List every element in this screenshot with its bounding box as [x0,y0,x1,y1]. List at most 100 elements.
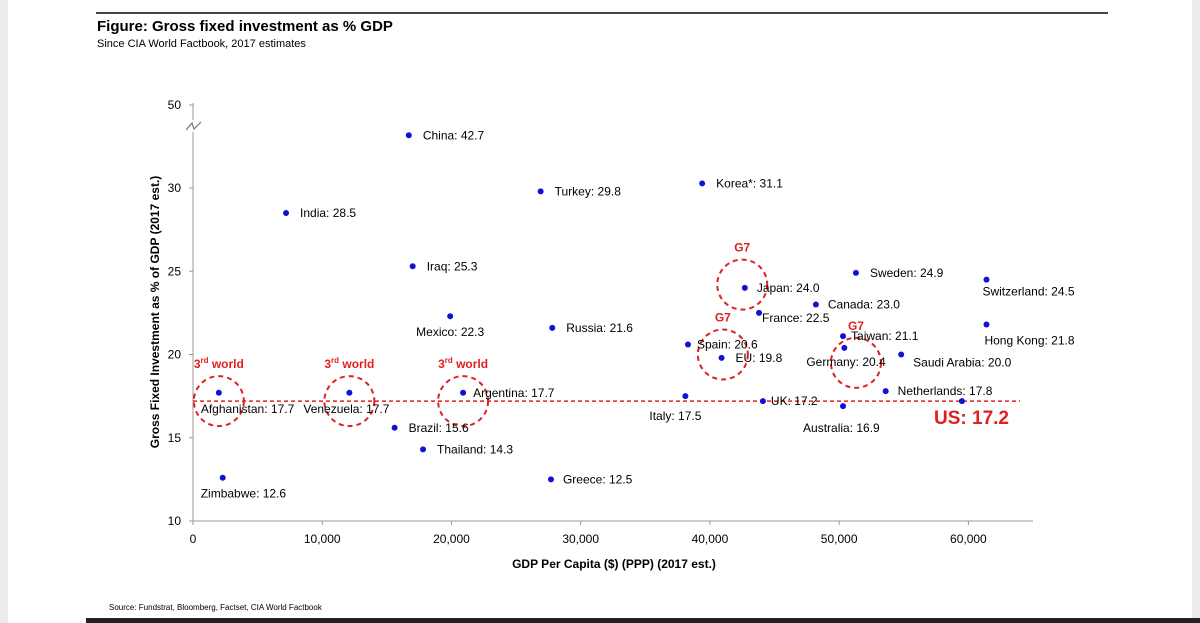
data-point-label: Australia: 16.9 [803,421,880,435]
group-circle [696,328,749,381]
data-point [537,188,544,195]
group-circle [716,258,769,311]
data-point-label: Mexico: 22.3 [416,325,484,339]
data-point [852,269,859,276]
data-point [840,403,847,410]
figure-subtitle: Since CIA World Factbook, 2017 estimates [97,38,306,50]
data-point-label: Saudi Arabia: 20.0 [913,356,1011,370]
data-point [391,424,398,431]
data-point-label: Venezuela: 17.7 [303,402,389,416]
group-title: 3rd world [324,356,374,371]
x-tick-label: 20,000 [433,532,470,546]
data-point [283,209,290,216]
data-point [219,474,226,481]
data-point [215,389,222,396]
data-point-label: Japan: 24.0 [757,281,820,295]
data-point [460,389,467,396]
data-point [983,276,990,283]
chart-axes: 0 10,000 20,000 30,000 40,000 50,000 60,000 10 1… [168,98,1033,546]
y-axis-label: Gross Fixed Investment as % of GDP (2017… [148,176,162,449]
group-title: G7 [848,319,864,333]
data-points: China: 42.7 Korea*: 31.1 Turkey: 29.8 India… [201,128,1075,500]
data-point-label: China: 42.7 [423,128,485,142]
group-title: 3rd world [194,356,244,371]
data-point-label: Hong Kong: 21.8 [984,334,1074,348]
data-point [841,344,848,351]
data-point-label: Korea*: 31.1 [716,176,783,190]
data-point-label: Switzerland: 24.5 [982,285,1074,299]
axis-break-mark [185,121,202,131]
data-point [840,333,847,340]
x-axis-label: GDP Per Capita ($) (PPP) (2017 est.) [512,557,716,571]
x-tick-label: 30,000 [562,532,599,546]
data-point [409,263,416,270]
x-tick-label: 60,000 [950,532,987,546]
data-point-label: Russia: 21.6 [566,321,633,335]
footer-rule [86,618,1200,623]
y-tick-label: 10 [168,514,182,528]
data-point [741,284,748,291]
data-point-label: Taiwan: 21.1 [851,329,919,343]
data-point-label: Italy: 17.5 [649,409,701,423]
us-reference-line: US: 17.2 [193,400,1020,429]
data-point-label: Spain: 20.6 [697,338,758,352]
data-point [812,301,819,308]
group-circle [192,375,245,428]
data-point-label: Argentina: 17.7 [473,386,555,400]
group-annotations: G7 G7 G7 3rd world 3rd world 3rd world [192,241,882,428]
x-tick-label: 40,000 [692,532,729,546]
x-tick-label: 10,000 [304,532,341,546]
figure-source: Source: Fundstrat, Bloomberg, Factset, C… [109,603,322,612]
data-point-label: Afghanistan: 17.7 [201,402,295,416]
y-tick-label: 15 [168,431,182,445]
data-point [420,446,427,453]
data-point [983,321,990,328]
group-circle [437,375,490,428]
data-point [756,309,763,316]
group-title: G7 [715,311,731,325]
page-edge-right [1192,0,1200,623]
x-tick-label: 0 [190,532,197,546]
group-title: 3rd world [438,356,488,371]
page-edge-left [0,0,8,623]
data-point-label: Germany: 20.4 [806,355,886,369]
group-title: G7 [734,241,750,255]
x-tick-label: 50,000 [821,532,858,546]
data-point-label: Iraq: 25.3 [427,259,478,273]
group-circle [829,336,882,389]
data-point [699,180,706,187]
data-point-label: Brazil: 15.6 [409,421,469,435]
data-point-label: UK: 17.2 [771,394,818,408]
y-tick-label: 25 [168,264,182,278]
y-tick-label: 30 [168,181,182,195]
data-point [447,313,454,320]
data-point [718,354,725,361]
figure-title: Figure: Gross fixed investment as % GDP [97,18,393,35]
group-circle [323,375,376,428]
data-point-label: Greece: 12.5 [563,472,633,486]
data-point-label: EU: 19.8 [736,351,783,365]
data-point-label: Turkey: 29.8 [555,184,622,198]
data-point [759,398,766,405]
data-point-label: Sweden: 24.9 [870,266,944,280]
data-point-label: Zimbabwe: 12.6 [201,487,287,501]
data-point-label: France: 22.5 [762,311,830,325]
data-point [547,476,554,483]
data-point [682,393,689,400]
y-tick-label: 50 [168,98,182,112]
data-point-label: Thailand: 14.3 [437,442,513,456]
data-point [684,341,691,348]
data-point [882,388,889,395]
data-point [405,132,412,139]
data-point [898,351,905,358]
us-reference-label: US: 17.2 [934,408,1009,429]
data-point-label: Netherlands: 17.8 [898,384,993,398]
data-point [549,324,556,331]
data-point-label: India: 28.5 [300,206,356,220]
data-point [958,398,965,405]
data-point [346,389,353,396]
data-point-label: Canada: 23.0 [828,298,900,312]
y-tick-label: 20 [168,348,182,362]
header-rule [96,12,1108,14]
